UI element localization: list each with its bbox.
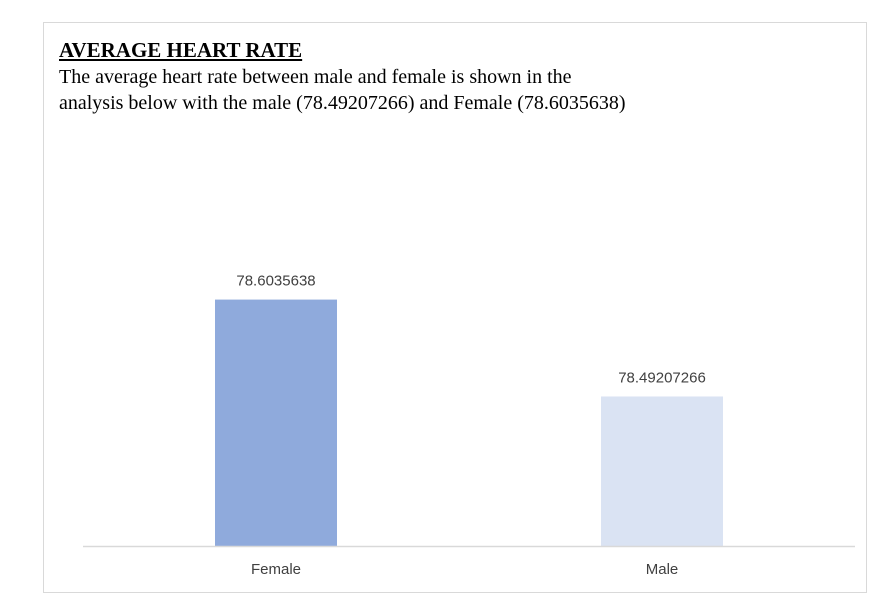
data-label-male: 78.49207266	[618, 369, 706, 386]
data-label-female: 78.6035638	[236, 273, 315, 290]
category-label-male: Male	[646, 561, 679, 578]
category-label-female: Female	[251, 561, 301, 578]
bar-male	[601, 396, 723, 546]
page-heading: AVERAGE HEART RATE	[59, 38, 303, 62]
bar-female	[215, 299, 337, 546]
description-paragraph: The average heart rate between male and …	[59, 66, 626, 114]
chart-frame	[43, 22, 867, 593]
